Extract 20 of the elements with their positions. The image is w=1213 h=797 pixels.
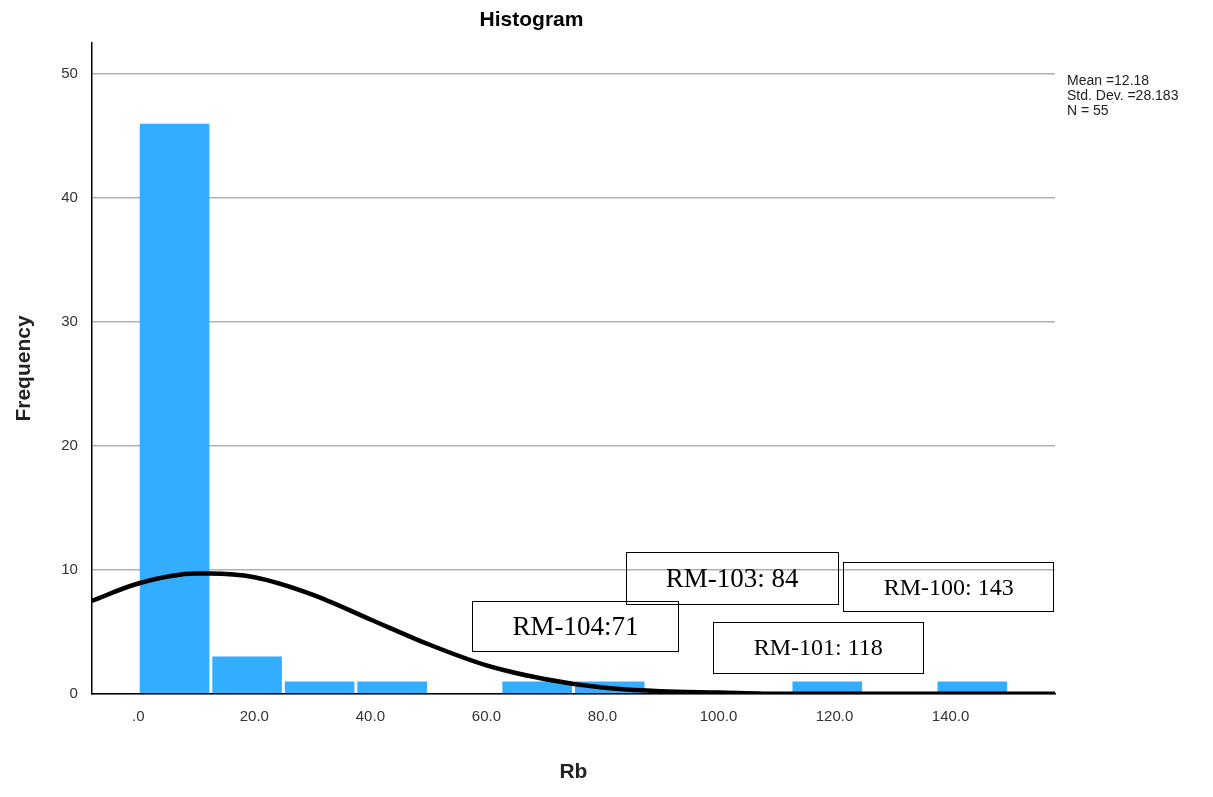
x-axis-title: Rb — [559, 759, 588, 783]
y-tick-label: 40 — [61, 188, 78, 206]
text: Std. Dev. =28.183 — [1067, 87, 1179, 104]
x-tick-label: .0 — [132, 706, 145, 724]
y-tick-label: 50 — [61, 64, 78, 82]
x-tick-label: 60.0 — [471, 706, 502, 724]
chart-title: Histogram — [479, 7, 584, 31]
x-tick-label: 40.0 — [355, 706, 385, 724]
x-tick-label: 120.0 — [815, 706, 854, 724]
text: N = 55 — [1067, 102, 1109, 119]
y-axis-title: Frequency — [11, 315, 35, 422]
y-tick-label: 20 — [61, 436, 78, 454]
y-tick-label: 10 — [61, 560, 78, 578]
x-tick-label: 100.0 — [699, 706, 738, 724]
text: Mean =12.18 — [1067, 72, 1150, 89]
y-tick-label: 30 — [61, 312, 78, 330]
x-tick-label: 80.0 — [587, 706, 618, 724]
x-tick-label: 140.0 — [931, 706, 970, 724]
x-tick-label: 20.0 — [239, 706, 269, 724]
y-tick-label: 0 — [69, 683, 78, 701]
